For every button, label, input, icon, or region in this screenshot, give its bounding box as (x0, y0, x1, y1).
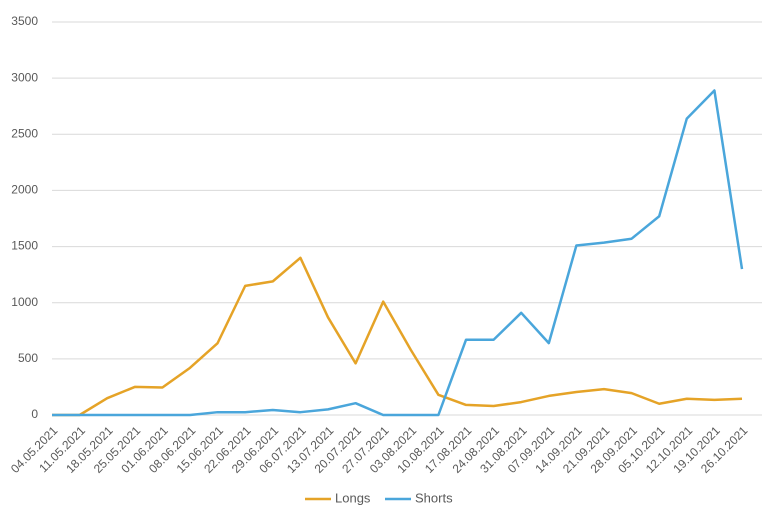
y-tick-label: 500 (18, 351, 38, 365)
y-tick-label: 3500 (11, 14, 38, 28)
y-tick-label: 3000 (11, 70, 38, 84)
series-line (52, 89, 744, 417)
y-tick-label: 1500 (11, 239, 38, 253)
y-tick-label: 0 (31, 407, 38, 421)
y-tick-label: 1000 (11, 295, 38, 309)
legend-label: Shorts (415, 490, 453, 505)
legend-label: Longs (335, 490, 371, 505)
y-tick-label: 2000 (11, 183, 38, 197)
y-tick-label: 2500 (11, 126, 38, 140)
series-line (52, 256, 743, 417)
